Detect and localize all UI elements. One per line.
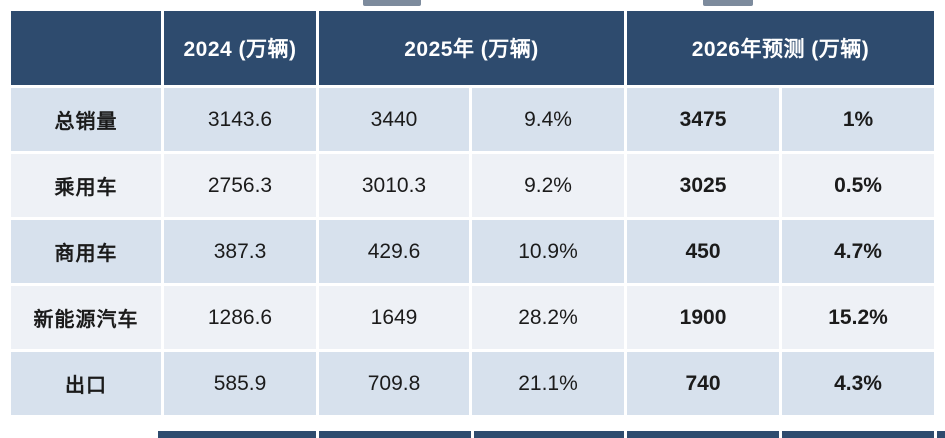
header-2024: 2024 (万辆)	[164, 11, 316, 85]
cell-2025-value: 429.6	[319, 220, 469, 283]
table-row-new-energy-vehicles: 新能源汽车 1286.6 1649 28.2% 1900 15.2%	[11, 286, 935, 349]
column-separator	[316, 431, 319, 438]
cell-2024-value: 3143.6	[164, 88, 316, 151]
column-separator	[471, 431, 474, 438]
table-row-commercial-vehicles: 商用车 387.3 429.6 10.9% 450 4.7%	[11, 220, 935, 283]
cropped-element-artifact-top-right	[703, 0, 753, 6]
cell-2026-value: 450	[627, 220, 780, 283]
cell-2025-value: 3010.3	[319, 154, 469, 217]
cell-2026-value: 740	[627, 352, 780, 415]
row-label: 乘用车	[11, 154, 161, 217]
column-separator	[934, 431, 937, 438]
row-label: 出口	[11, 352, 161, 415]
cell-2025-value: 709.8	[319, 352, 469, 415]
row-label: 新能源汽车	[11, 286, 161, 349]
cell-2024-value: 1286.6	[164, 286, 316, 349]
cell-2025-growth: 10.9%	[472, 220, 625, 283]
row-label: 商用车	[11, 220, 161, 283]
cell-2026-growth: 1%	[782, 88, 935, 151]
cell-2025-growth: 9.2%	[472, 154, 625, 217]
column-separator	[624, 431, 627, 438]
cell-2026-growth: 15.2%	[782, 286, 935, 349]
cell-2025-growth: 9.4%	[472, 88, 625, 151]
cell-2026-growth: 4.3%	[782, 352, 935, 415]
header-2025: 2025年 (万辆)	[319, 11, 625, 85]
cell-2025-growth: 21.1%	[472, 352, 625, 415]
table-row-total-sales: 总销量 3143.6 3440 9.4% 3475 1%	[11, 88, 935, 151]
header-row: 2024 (万辆) 2025年 (万辆) 2026年预测 (万辆)	[11, 11, 935, 85]
cropped-element-artifact-top-left	[363, 0, 421, 6]
cell-2025-value: 1649	[319, 286, 469, 349]
cell-2025-growth: 28.2%	[472, 286, 625, 349]
column-separator	[779, 431, 782, 438]
table-row-passenger-vehicles: 乘用车 2756.3 3010.3 9.2% 3025 0.5%	[11, 154, 935, 217]
row-label: 总销量	[11, 88, 161, 151]
cell-2025-value: 3440	[319, 88, 469, 151]
auto-sales-table: 2024 (万辆) 2025年 (万辆) 2026年预测 (万辆) 总销量 31…	[8, 8, 937, 418]
cell-2026-value: 3025	[627, 154, 780, 217]
header-2026-forecast: 2026年预测 (万辆)	[627, 11, 935, 85]
cell-2026-growth: 4.7%	[782, 220, 935, 283]
cell-2026-value: 1900	[627, 286, 780, 349]
cell-2024-value: 387.3	[164, 220, 316, 283]
next-table-header-cropped-edge	[158, 431, 945, 438]
cell-2026-value: 3475	[627, 88, 780, 151]
cell-2024-value: 2756.3	[164, 154, 316, 217]
header-corner-cell	[11, 11, 161, 85]
table-row-exports: 出口 585.9 709.8 21.1% 740 4.3%	[11, 352, 935, 415]
cell-2024-value: 585.9	[164, 352, 316, 415]
cell-2026-growth: 0.5%	[782, 154, 935, 217]
